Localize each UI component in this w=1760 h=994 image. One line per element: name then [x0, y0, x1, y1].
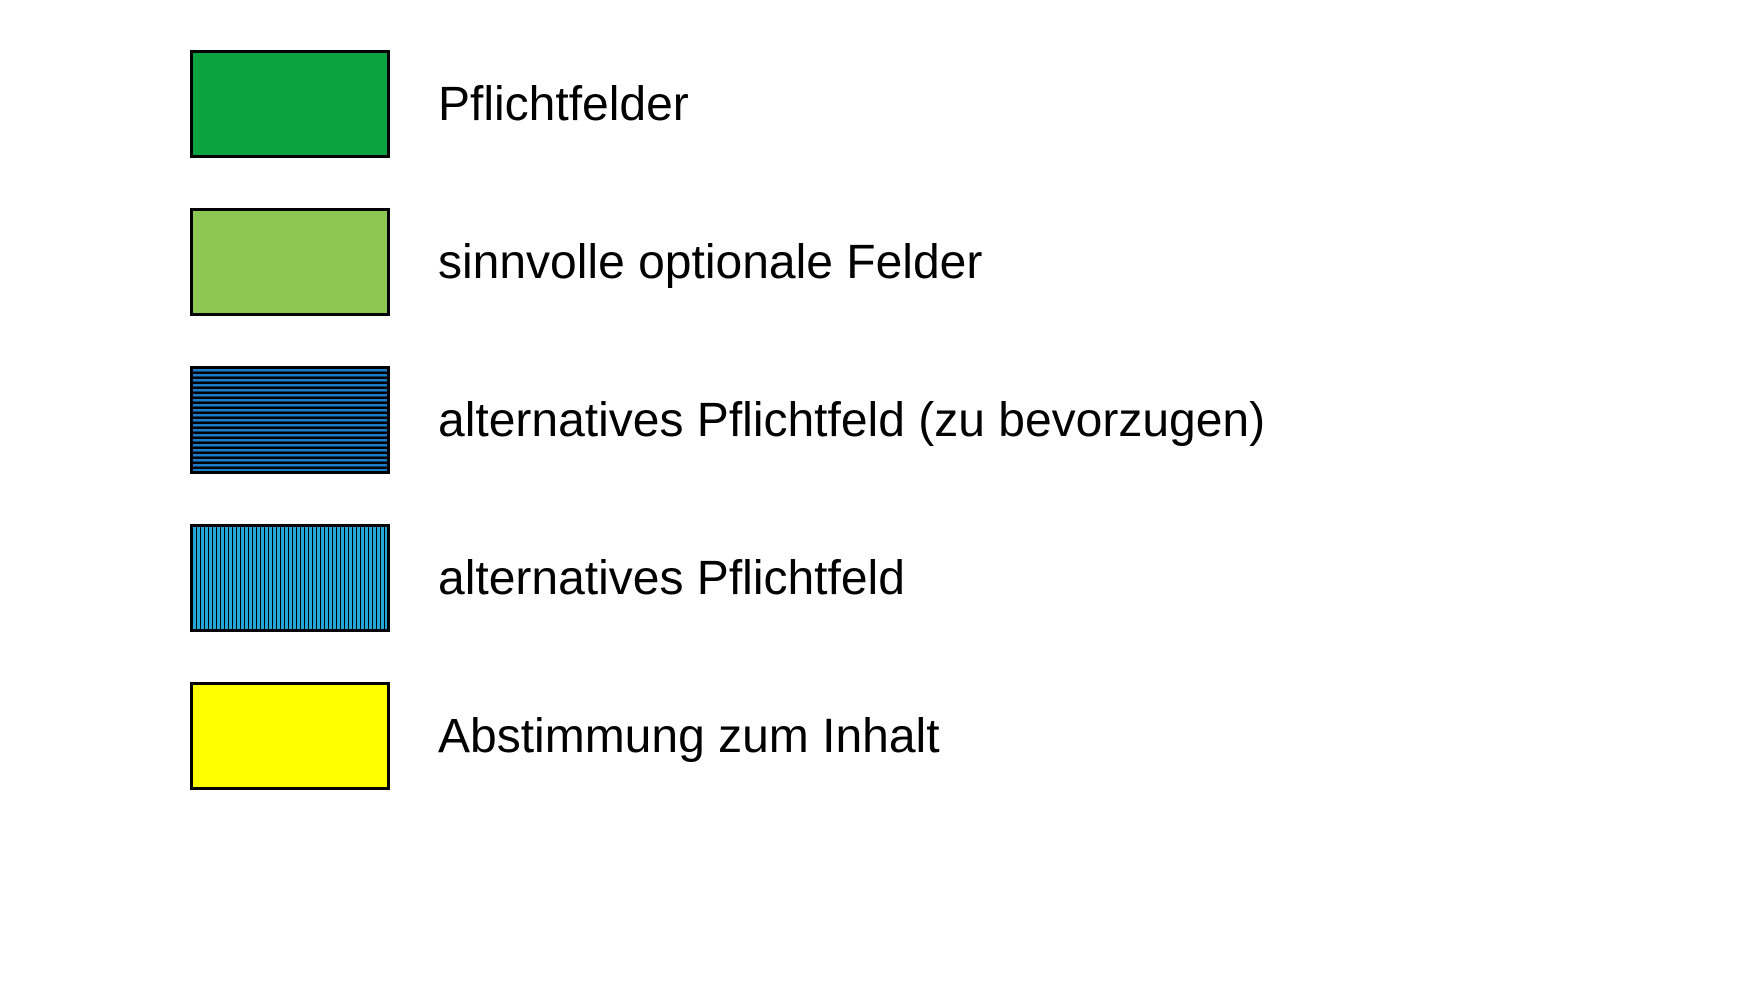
legend-row: Pflichtfelder: [190, 50, 1265, 158]
legend-label: alternatives Pflichtfeld: [438, 551, 905, 606]
legend-row: Abstimmung zum Inhalt: [190, 682, 1265, 790]
legend-row: alternatives Pflichtfeld (zu bevorzugen): [190, 366, 1265, 474]
swatch-optionale-felder: [190, 208, 390, 316]
legend: Pflichtfelder sinnvolle optionale Felder…: [190, 50, 1265, 840]
legend-label: sinnvolle optionale Felder: [438, 235, 982, 290]
swatch-abstimmung: [190, 682, 390, 790]
swatch-alt-pflichtfeld: [190, 524, 390, 632]
swatch-alt-pflichtfeld-bevorzugt: [190, 366, 390, 474]
legend-label: alternatives Pflichtfeld (zu bevorzugen): [438, 393, 1265, 448]
swatch-pflichtfelder: [190, 50, 390, 158]
legend-label: Pflichtfelder: [438, 77, 689, 132]
legend-row: sinnvolle optionale Felder: [190, 208, 1265, 316]
legend-label: Abstimmung zum Inhalt: [438, 709, 940, 764]
legend-row: alternatives Pflichtfeld: [190, 524, 1265, 632]
